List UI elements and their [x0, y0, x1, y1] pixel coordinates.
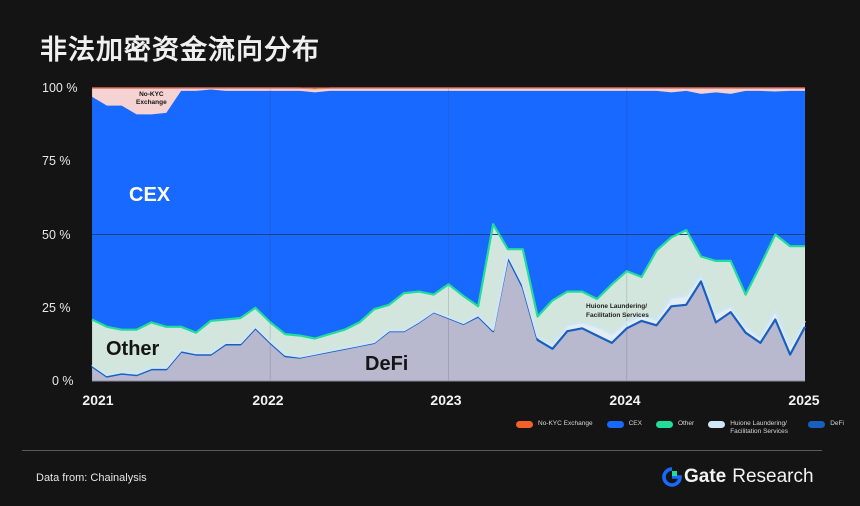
legend-item-no-kyc: No-KYC Exchange	[516, 420, 593, 436]
y-tick-75: 75 %	[42, 154, 71, 168]
y-tick-100: 100 %	[42, 81, 78, 95]
area-cex	[92, 89, 805, 339]
cex-label: CEX	[129, 184, 171, 206]
x-tick-2024: 2024	[609, 392, 641, 408]
legend-label: No-KYC Exchange	[538, 420, 593, 427]
x-tick-2025: 2025	[788, 392, 820, 408]
y-tick-25: 25 %	[42, 301, 71, 315]
huione-label: Huione Laundering/ Facilitation Services	[586, 303, 649, 319]
legend-label: Other	[677, 420, 695, 427]
other-label: Other	[106, 338, 160, 360]
gate-research-logo: Gate Research	[662, 466, 814, 488]
data-source: Data from: Chainalysis	[36, 472, 147, 484]
swatch-other	[655, 421, 673, 428]
legend-label: Huione Laundering/ Facilitation Services	[730, 420, 789, 435]
swatch-huione	[708, 421, 726, 428]
brand-gate: Gate	[684, 466, 727, 487]
page-title: 非法加密资金流向分布	[40, 35, 320, 66]
brand-research: Research	[732, 466, 814, 487]
y-tick-50: 50 %	[42, 228, 71, 242]
area-no-kyc-exchange	[92, 88, 805, 115]
footer-divider	[22, 450, 822, 451]
legend-label: CEX	[628, 420, 642, 427]
x-tick-2021: 2021	[82, 392, 114, 408]
swatch-no-kyc	[516, 421, 533, 428]
area-huione-laundering-facilitation-services	[92, 255, 805, 377]
legend-item-huione: Huione Laundering/ Facilitation Services	[708, 420, 794, 436]
y-tick-0: 0 %	[52, 374, 74, 388]
defi-label: DeFi	[365, 353, 409, 375]
x-tick-2023: 2023	[430, 392, 462, 408]
area-other	[92, 224, 805, 376]
legend-item-other: Other	[655, 420, 695, 436]
swatch-defi	[808, 421, 826, 428]
legend-label: DeFi	[830, 420, 844, 427]
swatch-cex	[606, 421, 624, 428]
chart-legend: No-KYC Exchange CEX Other Huione Launder…	[516, 420, 858, 436]
legend-item-cex: CEX	[606, 420, 642, 436]
x-tick-2022: 2022	[252, 392, 284, 408]
no-kyc-label: No-KYC Exchange	[136, 91, 167, 106]
area-defi	[92, 257, 805, 381]
legend-item-defi: DeFi	[808, 420, 844, 436]
gate-logo-icon	[662, 467, 682, 487]
